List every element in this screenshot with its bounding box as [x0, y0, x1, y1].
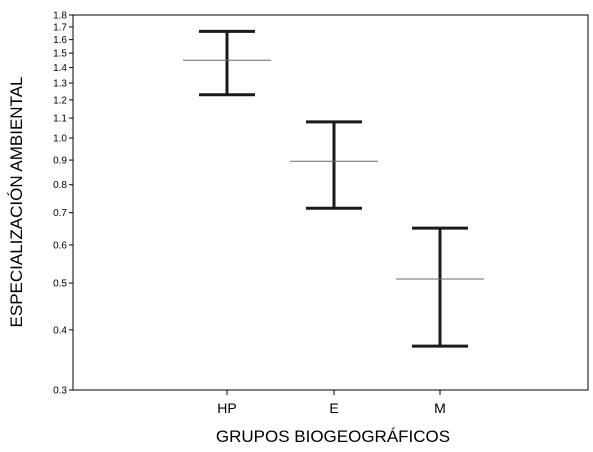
y-tick-label: 1.7: [53, 22, 67, 33]
error-bars: [183, 29, 484, 348]
y-tick-label: 0.6: [53, 240, 67, 251]
x-axis: HP E M: [217, 390, 446, 416]
x-tick-label-e: E: [329, 400, 338, 416]
y-tick-label: 1.0: [53, 134, 67, 145]
x-axis-title: GRUPOS BIOGEOGRÁFICOS: [216, 427, 450, 446]
y-tick-label: 1.8: [53, 11, 67, 22]
y-tick-label: 1.6: [53, 35, 67, 46]
y-tick-label: 1.2: [53, 95, 67, 106]
y-tick-label: 0.3: [53, 386, 67, 397]
y-axis-title: ESPECIALIZACIÓN AMBIENTAL: [7, 77, 26, 328]
y-tick-label: 0.9: [53, 156, 67, 167]
y-tick-label: 1.4: [53, 63, 67, 74]
y-tick-label: 0.5: [53, 279, 67, 290]
y-tick-label: 1.1: [53, 114, 67, 125]
x-tick-label-m: M: [434, 400, 446, 416]
x-tick-label-hp: HP: [217, 400, 236, 416]
y-tick-label: 1.5: [53, 49, 67, 60]
y-tick-label: 0.4: [53, 325, 67, 336]
y-tick-label: 0.8: [53, 180, 67, 191]
plot-frame: [72, 14, 589, 391]
y-tick-label: 0.7: [53, 208, 67, 219]
y-tick-label: 1.3: [53, 79, 67, 90]
y-axis: 0.3 0.4 0.5 0.6 0.7 0.8 0.9 1.0 1.1 1.2 1.3 1.4 1.5 1…: [53, 11, 73, 397]
